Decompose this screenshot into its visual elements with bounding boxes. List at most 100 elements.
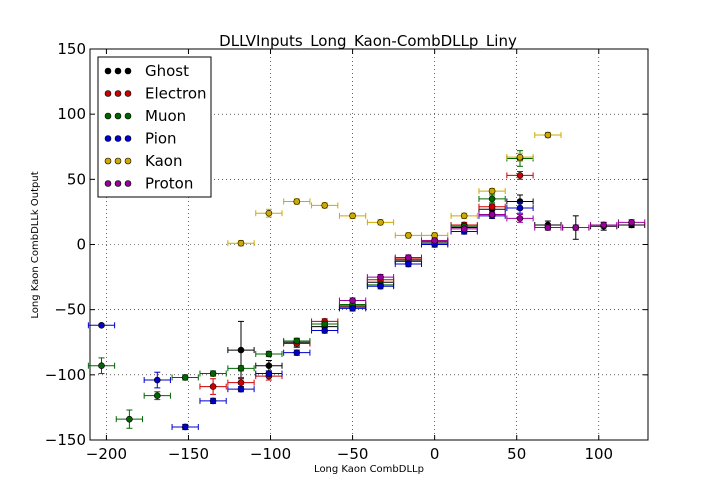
proton-point — [450, 225, 478, 233]
legend: Ghost Electron Muon Pion Kaon Proton — [97, 56, 212, 198]
legend-box — [97, 56, 212, 198]
y-tick-label: −100 — [45, 366, 86, 384]
muon-marker — [209, 370, 217, 377]
pion-point — [199, 397, 227, 405]
proton-marker — [431, 237, 438, 244]
legend-marker-pion — [124, 135, 132, 142]
legend-marker-pion — [104, 135, 112, 142]
electron-marker — [516, 172, 524, 179]
legend-marker-kaon — [114, 157, 122, 165]
proton-point — [617, 219, 646, 226]
ghost-marker — [265, 362, 273, 370]
pion-marker — [377, 282, 384, 290]
legend-label-pion: Pion — [145, 130, 177, 148]
proton-marker — [405, 254, 412, 261]
kaon-marker — [460, 212, 468, 220]
legend-marker-muon — [114, 112, 122, 120]
kaon-marker — [544, 131, 552, 139]
chart-title: DLLVInputs_Long_Kaon-CombDLLp_Liny — [219, 32, 517, 51]
legend-marker-electron — [124, 90, 132, 97]
electron-marker — [488, 203, 496, 211]
pion-marker — [293, 349, 301, 356]
y-axis-label: Long Kaon CombDLLk Output — [30, 171, 41, 318]
muon-marker — [488, 195, 496, 203]
muon-point — [87, 357, 116, 375]
kaon-marker — [488, 187, 496, 195]
kaon-point — [506, 152, 534, 162]
proton-marker — [628, 219, 635, 226]
proton-marker — [488, 211, 496, 218]
legend-marker-electron — [104, 90, 112, 97]
electron-marker — [209, 383, 217, 390]
y-tick-label: 0 — [76, 236, 86, 254]
axis-ticks: −200 −150 −100 −50 0 50 100−150−100−5005010015… — [45, 40, 648, 463]
proton-point — [421, 237, 449, 244]
series-kaon — [227, 131, 562, 247]
kaon-point — [366, 219, 395, 226]
pion-marker — [349, 305, 356, 312]
proton-point — [590, 221, 618, 229]
proton-point — [366, 273, 395, 281]
muon-point — [478, 194, 506, 204]
y-tick-label: 50 — [67, 170, 86, 188]
pion-point — [143, 371, 171, 389]
legend-marker-proton — [124, 180, 132, 187]
pion-point — [394, 260, 423, 268]
pion-point — [311, 327, 339, 334]
pion-point — [338, 305, 367, 312]
pion-marker — [265, 370, 273, 377]
proton-point — [534, 224, 562, 231]
proton-marker — [377, 273, 384, 281]
pion-marker — [181, 423, 189, 431]
muon-marker — [153, 392, 161, 399]
legend-item-proton: Proton — [104, 175, 193, 193]
legend-marker-kaon — [124, 157, 132, 165]
legend-marker-muon — [104, 112, 112, 120]
legend-item-muon: Muon — [104, 107, 186, 125]
pion-point — [366, 282, 395, 290]
pion-marker — [516, 204, 524, 212]
legend-marker-electron — [114, 90, 122, 97]
electron-point — [506, 171, 534, 180]
pion-marker — [209, 397, 217, 405]
data-series — [87, 131, 646, 431]
muon-point — [171, 374, 199, 381]
pion-marker — [98, 322, 105, 329]
kaon-marker — [293, 198, 301, 205]
kaon-marker — [265, 209, 273, 217]
legend-marker-proton — [104, 180, 112, 187]
muon-marker — [98, 362, 105, 370]
legend-item-electron: Electron — [104, 85, 207, 103]
legend-label-proton: Proton — [145, 175, 193, 193]
kaon-marker — [516, 153, 524, 161]
muon-point — [227, 365, 255, 372]
legend-marker-pion — [114, 135, 122, 142]
x-tick-label: −50 — [337, 445, 369, 463]
series-pion — [87, 202, 534, 431]
pion-marker — [153, 376, 161, 384]
legend-item-pion: Pion — [104, 130, 177, 148]
legend-label-electron: Electron — [145, 85, 207, 103]
pion-marker — [237, 385, 245, 393]
pion-marker — [405, 260, 412, 268]
legend-item-ghost: Ghost — [104, 62, 189, 80]
kaon-point — [227, 239, 255, 247]
muon-point — [199, 370, 227, 377]
kaon-point — [478, 187, 506, 195]
legend-item-kaon: Kaon — [104, 152, 182, 170]
x-tick-label: 100 — [584, 445, 613, 463]
x-tick-label: 50 — [507, 445, 526, 463]
proton-point — [338, 297, 367, 304]
muon-marker — [126, 415, 133, 423]
proton-point — [562, 224, 590, 231]
y-tick-label: 150 — [57, 40, 86, 58]
muon-point — [283, 337, 311, 345]
legend-marker-proton — [114, 180, 122, 187]
electron-marker — [237, 379, 245, 386]
x-tick-label: −150 — [168, 445, 209, 463]
x-tick-label: −200 — [86, 445, 127, 463]
electron-point — [478, 203, 506, 211]
proton-point — [506, 214, 534, 223]
proton-point — [394, 254, 423, 261]
